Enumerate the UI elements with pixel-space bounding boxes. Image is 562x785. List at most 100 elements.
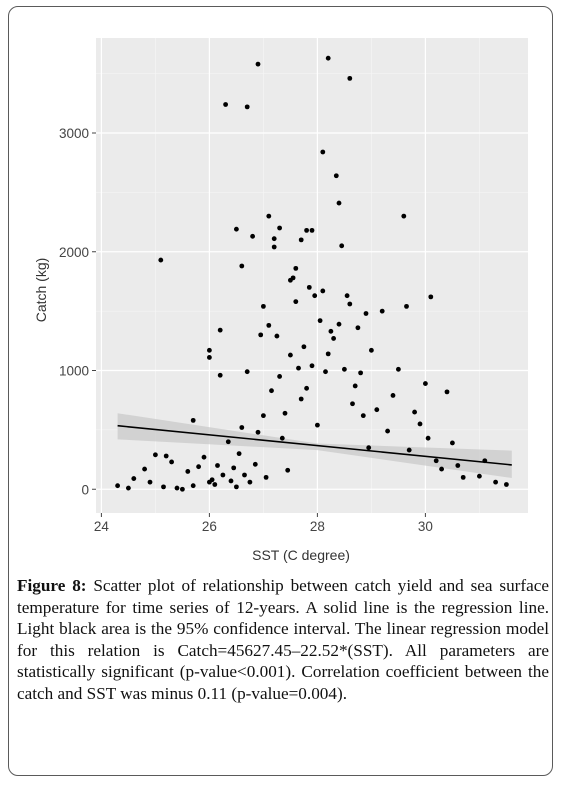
data-point [320, 288, 326, 294]
data-point [460, 474, 466, 480]
data-point [301, 344, 307, 350]
data-point [255, 61, 261, 67]
data-point [239, 263, 245, 269]
data-point [212, 482, 218, 487]
data-point [277, 225, 282, 231]
data-point [209, 477, 215, 483]
data-point [220, 472, 226, 478]
data-point [360, 413, 366, 419]
data-point [304, 385, 309, 391]
data-point [125, 485, 131, 491]
data-point [444, 389, 450, 395]
data-point [217, 327, 223, 333]
data-point [328, 328, 334, 334]
data-point [298, 237, 304, 243]
figure-label: Figure 8: [17, 576, 87, 595]
data-point [298, 396, 304, 402]
data-point [228, 478, 234, 484]
data-point [207, 355, 212, 360]
data-point [255, 429, 261, 435]
data-point [271, 236, 277, 242]
data-point [242, 472, 247, 478]
data-point [250, 233, 256, 239]
data-point [312, 293, 318, 299]
data-point [379, 308, 385, 314]
x-tick-label: 30 [418, 519, 433, 534]
data-point [347, 75, 353, 81]
data-point [234, 226, 239, 232]
x-tick-label: 26 [202, 519, 217, 534]
caption-text: Scatter plot of relationship between cat… [17, 576, 549, 703]
data-point [266, 322, 272, 328]
data-point [363, 311, 369, 316]
x-tick-label: 28 [310, 519, 325, 534]
data-point [174, 485, 180, 491]
data-point [325, 55, 331, 61]
data-point [320, 149, 326, 155]
data-point [425, 435, 431, 441]
data-point [161, 484, 166, 490]
data-point [450, 440, 455, 446]
data-point [355, 325, 361, 331]
y-tick-label: 3000 [59, 126, 89, 141]
data-point [244, 104, 250, 110]
data-point [274, 333, 280, 339]
data-point [358, 370, 363, 376]
data-point [366, 445, 372, 451]
plot-background [96, 38, 528, 513]
data-point [234, 484, 239, 490]
data-point [331, 336, 336, 341]
data-point [239, 425, 245, 430]
data-point [396, 366, 401, 372]
data-point [190, 483, 196, 489]
data-point [385, 428, 390, 434]
data-point [309, 227, 315, 233]
data-point [493, 479, 498, 485]
data-point [401, 213, 407, 219]
data-point [433, 458, 439, 464]
x-axis-title: SST (C degree) [252, 547, 350, 563]
data-point [423, 381, 428, 386]
data-point [261, 303, 266, 309]
data-point [223, 102, 229, 107]
data-point [350, 401, 355, 407]
data-point [428, 294, 434, 300]
data-point [336, 200, 342, 206]
data-point [296, 365, 301, 371]
data-point [225, 439, 231, 445]
y-tick-label: 0 [81, 482, 89, 497]
data-point [236, 451, 242, 457]
data-point [374, 407, 380, 413]
data-point [315, 422, 320, 428]
data-point [147, 479, 153, 485]
data-point [339, 243, 345, 249]
data-point [304, 227, 309, 233]
y-tick-label: 1000 [59, 364, 89, 379]
figure-caption: Figure 8: Scatter plot of relationship b… [17, 575, 549, 705]
axis-ticks: 24 26 28 30 0 1000 2000 3000 [59, 126, 433, 534]
data-point [390, 393, 396, 398]
data-point [190, 417, 196, 423]
data-point [263, 474, 269, 480]
data-point [288, 352, 293, 358]
data-point [323, 369, 328, 375]
data-point [269, 388, 274, 394]
data-point [317, 318, 323, 324]
regression-line [117, 424, 512, 466]
y-tick-label: 2000 [59, 245, 89, 260]
data-point [244, 369, 250, 375]
data-point [282, 410, 288, 416]
data-point [369, 347, 374, 353]
data-point [196, 464, 202, 470]
data-point [180, 486, 185, 492]
data-point [252, 461, 258, 467]
data-point [504, 482, 509, 487]
scatter-chart: 24 26 28 30 0 1000 2000 3000 SST (C degree) Cat… [33, 38, 528, 563]
data-point [455, 463, 461, 468]
data-point [412, 409, 417, 415]
data-point [352, 383, 358, 389]
data-point [258, 332, 264, 338]
data-point [277, 374, 282, 379]
data-point [306, 284, 312, 290]
data-point [201, 454, 207, 460]
